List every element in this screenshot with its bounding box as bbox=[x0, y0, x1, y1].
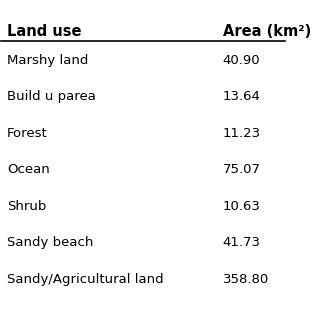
Text: Ocean: Ocean bbox=[7, 163, 50, 176]
Text: 11.23: 11.23 bbox=[222, 127, 261, 140]
Text: 358.80: 358.80 bbox=[222, 273, 269, 286]
Text: Sandy/Agricultural land: Sandy/Agricultural land bbox=[7, 273, 164, 286]
Text: 75.07: 75.07 bbox=[222, 163, 260, 176]
Text: 13.64: 13.64 bbox=[222, 90, 260, 103]
Text: Area (km²): Area (km²) bbox=[222, 24, 311, 39]
Text: 40.90: 40.90 bbox=[222, 54, 260, 67]
Text: Forest: Forest bbox=[7, 127, 48, 140]
Text: Sandy beach: Sandy beach bbox=[7, 236, 93, 249]
Text: Land use: Land use bbox=[7, 24, 82, 39]
Text: Marshy land: Marshy land bbox=[7, 54, 88, 67]
Text: 10.63: 10.63 bbox=[222, 200, 260, 213]
Text: Shrub: Shrub bbox=[7, 200, 46, 213]
Text: Build u parea: Build u parea bbox=[7, 90, 96, 103]
Text: 41.73: 41.73 bbox=[222, 236, 260, 249]
